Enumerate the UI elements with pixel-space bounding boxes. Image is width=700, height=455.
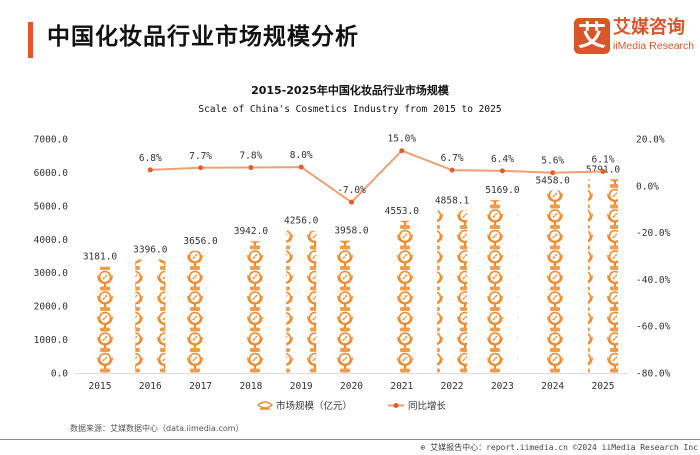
logo-mark: 艾 [574,18,610,54]
growth-value-label: 6.7% [441,153,464,164]
bar-2019 [286,230,317,373]
bar-2022 [437,210,468,373]
growth-value-label: 15.0% [387,134,416,145]
legend-marker-icon [393,403,399,408]
y-left-tick-label: 5000.0 [34,201,69,212]
bar-value-label: 3942.0 [234,226,269,237]
footer-text: 艾媒报告中心：report.iimedia.cn ©2024 iiMedia R… [430,443,698,452]
growth-value-label: 7.8% [239,151,262,162]
growth-value-label: 6.4% [491,154,514,165]
legend-mirror-icon [257,401,274,410]
growth-point-2016 [147,167,153,173]
growth-point-2019 [298,164,304,170]
logo-cn: 艾媒咨询 [613,17,685,38]
growth-point-2025 [600,169,606,175]
y-left-tick-label: 3000.0 [34,268,69,279]
bar-2024 [537,190,568,373]
bar-value-label: 3181.0 [83,252,118,263]
growth-point-2020 [349,199,354,205]
bar-value-label: 3396.0 [133,244,168,255]
bar-2020 [336,240,367,373]
growth-point-2018 [248,165,254,171]
footer-divider [0,439,700,440]
x-tick-label: 2016 [139,381,162,392]
chart: 0.0 1000.0 2000.0 3000.0 4000.0 5000.0 6000.0 7… [34,134,671,412]
bar-2025 [588,179,618,373]
bar-value-label: 4256.0 [284,216,319,227]
bar-2016 [135,259,166,373]
growth-point-2022 [449,167,455,173]
x-tick-label: 2019 [290,381,313,392]
bar-2023 [487,200,518,373]
bar-value-label: 5458.0 [536,176,571,187]
y-left-tick-label: 1000.0 [34,335,69,346]
chart-title: 2015-2025年中国化妆品行业市场规模 [251,84,449,97]
growth-line [150,149,604,204]
y-right-tick-label: 0.0% [636,181,659,192]
bar-value-label: 4858.1 [435,196,470,207]
y-right-tick-label: -40.0% [636,275,671,286]
bar-value-label: 4553.0 [385,206,420,217]
legend-label-growth: 同比增长 [408,400,447,412]
x-tick-label: 2024 [541,381,564,392]
bar-2017 [185,250,216,373]
bar-value-label: 3656.0 [183,236,218,247]
globe-icon: ⊕ [420,443,426,452]
x-tick-label: 2015 [89,381,112,392]
bar-value-label: 3958.0 [334,226,369,237]
x-tick-label: 2022 [441,381,464,392]
title-accent-bar [28,22,33,58]
growth-point-2023 [499,168,505,174]
bar-2018 [235,241,266,373]
y-left-tick-label: 2000.0 [34,302,69,313]
x-tick-label: 2025 [592,381,615,392]
chart-subtitle: Scale of China's Cosmetics Industry from… [198,104,502,115]
legend-label-market-size: 市场规模（亿元） [276,400,352,412]
y-right-tick-label: 20.0% [636,135,665,146]
logo-en: iiMedia Research [613,40,695,52]
growth-value-label: 8.0% [290,150,313,161]
page-title: 中国化妆品行业市场规模分析 [47,24,359,50]
growth-point-2024 [550,170,556,176]
growth-value-label: 6.8% [139,153,162,164]
x-tick-label: 2020 [340,381,363,392]
growth-value-label: 7.7% [189,151,212,162]
x-tick-label: 2017 [189,381,212,392]
y-left-tick-label: 4000.0 [34,235,69,246]
bar-value-label: 5169.0 [485,185,520,196]
growth-point-2017 [198,165,204,171]
growth-point-2021 [399,148,405,154]
footer: ⊕ 艾媒报告中心：report.iimedia.cn ©2024 iiMedia… [420,442,698,453]
y-left-tick-label: 6000.0 [34,168,69,179]
x-tick-label: 2023 [491,381,514,392]
y-right-tick-label: -80.0% [636,369,671,380]
y-left-tick-label: 7000.0 [34,135,69,146]
growth-value-label: -7.0% [337,185,366,196]
x-tick-label: 2021 [390,381,413,392]
bar-2015 [85,266,115,373]
bar-2021 [386,220,417,373]
x-tick-label: 2018 [239,381,262,392]
data-source: 数据来源：艾媒数据中心（data.iimedia.com） [70,424,244,433]
growth-value-label: 5.6% [541,156,564,167]
growth-value-label: 6.1% [592,155,615,166]
y-right-tick-label: -20.0% [636,228,671,239]
y-right-tick-label: -60.0% [636,322,671,333]
y-left-tick-label: 0.0 [51,369,68,380]
